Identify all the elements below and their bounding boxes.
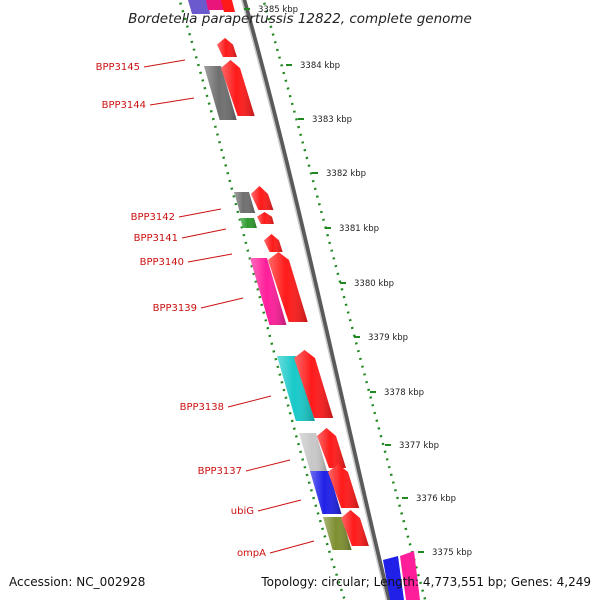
gene-label: ubiG xyxy=(231,506,254,517)
map-title: Bordetella parapertussis 12822, complete… xyxy=(128,11,472,27)
gene-partial-top-red xyxy=(221,0,235,12)
kbp-ticks-layer: 3385 kbp 3384 kbp 3383 kbp 3382 kbp 3381 kbp… xyxy=(244,5,472,558)
strand-arrow-shade xyxy=(221,60,255,116)
gene-block-shade xyxy=(250,258,287,325)
strand-arrow-shade xyxy=(257,212,274,224)
gene-label-leader xyxy=(187,253,233,263)
gene-label-leader xyxy=(227,395,272,408)
genes-layer xyxy=(204,66,352,550)
gene-label: BPP3139 xyxy=(153,303,197,314)
gene-label-leader xyxy=(181,228,227,239)
gene-block-shade xyxy=(277,356,315,421)
kbp-tick-label: 3383 kbp xyxy=(312,115,352,125)
genome-summary-text: Topology: circular; Length: 4,773,551 bp… xyxy=(261,575,591,589)
gene-label: BPP3145 xyxy=(96,62,140,73)
gene-label-leader xyxy=(269,540,315,554)
strand-arrow-shade xyxy=(341,510,369,546)
gene-label: ompA xyxy=(237,548,266,559)
gene-labels-layer: BPP3145 BPP3144 BPP3142 BPP3141 BPP3140 BPP31… xyxy=(96,59,315,559)
strand-arrows-layer xyxy=(217,38,369,546)
gene-label-leader xyxy=(245,459,291,472)
kbp-tick-label: 3379 kbp xyxy=(368,333,408,343)
strand-arrow-shade xyxy=(251,186,274,210)
accession-text: Accession: NC_002928 xyxy=(9,575,146,589)
gene-label-leader xyxy=(200,297,244,309)
strand-arrow-shade xyxy=(264,234,283,252)
strand-arrow-shade xyxy=(268,252,308,322)
gene-label-leader xyxy=(143,59,186,68)
gene-partial-top-pink xyxy=(206,0,224,10)
genome-backbone-highlight xyxy=(241,0,388,600)
gene-block-shade xyxy=(240,218,257,228)
gene-block-shade xyxy=(234,192,256,213)
strand-arrow-shade xyxy=(317,428,347,468)
kbp-tick-label: 3385 kbp xyxy=(258,5,298,15)
strand-arrow-shade xyxy=(217,38,237,57)
kbp-tick-label: 3376 kbp xyxy=(416,494,456,504)
gene-partial-bottom-pink xyxy=(400,551,420,600)
gene-label-leader xyxy=(178,208,222,218)
kbp-tick-label: 3381 kbp xyxy=(339,224,379,234)
kbp-tick-label: 3375 kbp xyxy=(432,548,472,558)
strand-arrow-shade xyxy=(294,350,334,418)
kbp-tick-label: 3380 kbp xyxy=(354,279,394,289)
gene-block-shade xyxy=(310,471,342,514)
gene-label: BPP3137 xyxy=(198,466,242,477)
kbp-tick-label: 3382 kbp xyxy=(326,169,366,179)
gene-label-leader xyxy=(257,499,302,512)
gene-label-leader xyxy=(149,97,195,106)
gene-block-shade xyxy=(323,517,352,550)
kbp-tick-label: 3377 kbp xyxy=(399,441,439,451)
gene-block-shade xyxy=(204,66,237,120)
kbp-tick-label: 3378 kbp xyxy=(384,388,424,398)
strand-arrow-shade xyxy=(328,464,360,508)
outer-dotted-track xyxy=(262,0,427,600)
gene-label: BPP3141 xyxy=(134,233,178,244)
genome-backbone xyxy=(241,0,392,600)
gene-block-shade xyxy=(299,433,328,472)
gene-label: BPP3138 xyxy=(180,402,224,413)
gene-partial-bottom-blue xyxy=(383,556,404,600)
gene-label: BPP3142 xyxy=(131,212,175,223)
kbp-tick-label: 3384 kbp xyxy=(300,61,340,71)
inner-dotted-track xyxy=(178,0,347,600)
gene-label: BPP3144 xyxy=(102,100,146,111)
gene-partial-top-purple xyxy=(188,0,210,14)
gene-label: BPP3140 xyxy=(140,257,184,268)
